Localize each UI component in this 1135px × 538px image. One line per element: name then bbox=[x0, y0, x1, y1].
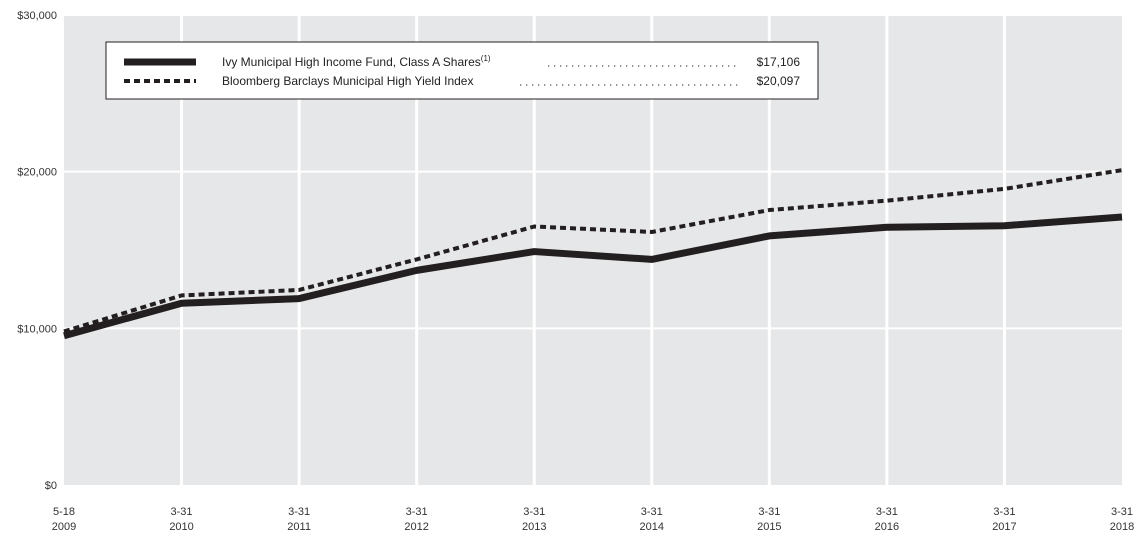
x-axis-ticks: 5-18 2009 3-31 2010 3-31 2011 3-31 2012 3-31 2013… bbox=[52, 506, 1134, 533]
legend: Ivy Municipal High Income Fund, Class A … bbox=[105, 41, 819, 100]
fund-series-line bbox=[63, 213, 1123, 340]
x-tick-year: 2015 bbox=[757, 521, 781, 533]
legend-box bbox=[105, 41, 819, 100]
x-tick-label: 3-31 2011 bbox=[287, 506, 311, 533]
x-tick-year: 2009 bbox=[52, 521, 76, 533]
legend-end-value: $20,097 bbox=[757, 74, 801, 88]
x-tick-date: 3-31 bbox=[876, 506, 898, 518]
x-tick-date: 3-31 bbox=[758, 506, 780, 518]
legend-series-name: Ivy Municipal High Income Fund, Class A … bbox=[222, 54, 491, 69]
x-tick-label: 5-18 2009 bbox=[52, 506, 76, 533]
x-tick-date: 3-31 bbox=[641, 506, 663, 518]
y-tick-label: $30,000 bbox=[17, 10, 57, 22]
index-series-line bbox=[63, 168, 1123, 334]
x-tick-label: 3-31 2016 bbox=[875, 506, 899, 533]
legend-footnote-marker: (1) bbox=[481, 54, 491, 63]
x-tick-label: 3-31 2010 bbox=[169, 506, 193, 533]
x-tick-year: 2012 bbox=[404, 521, 428, 533]
y-tick-label: $10,000 bbox=[17, 323, 57, 335]
x-tick-year: 2010 bbox=[169, 521, 193, 533]
x-tick-label: 3-31 2014 bbox=[640, 506, 664, 533]
x-tick-date: 3-31 bbox=[406, 506, 428, 518]
series-lines bbox=[63, 168, 1123, 340]
y-tick-label: $0 bbox=[45, 480, 57, 492]
x-tick-year: 2013 bbox=[522, 521, 546, 533]
y-tick-label: $20,000 bbox=[17, 167, 57, 179]
x-tick-date: 5-18 bbox=[53, 506, 75, 518]
x-tick-date: 3-31 bbox=[288, 506, 310, 518]
x-tick-label: 3-31 2015 bbox=[757, 506, 781, 533]
x-tick-year: 2017 bbox=[992, 521, 1016, 533]
x-tick-year: 2014 bbox=[640, 521, 664, 533]
x-tick-date: 3-31 bbox=[523, 506, 545, 518]
x-tick-label: 3-31 2012 bbox=[404, 506, 428, 533]
legend-series-name: Bloomberg Barclays Municipal High Yield … bbox=[222, 74, 473, 88]
x-tick-label: 3-31 2013 bbox=[522, 506, 546, 533]
x-tick-date: 3-31 bbox=[171, 506, 193, 518]
x-tick-label: 3-31 2018 bbox=[1110, 506, 1134, 533]
x-tick-label: 3-31 2017 bbox=[992, 506, 1016, 533]
x-tick-date: 3-31 bbox=[1111, 506, 1133, 518]
x-tick-year: 2011 bbox=[287, 521, 311, 533]
x-tick-year: 2018 bbox=[1110, 521, 1134, 533]
legend-end-value: $17,106 bbox=[757, 55, 801, 69]
x-tick-year: 2016 bbox=[875, 521, 899, 533]
y-axis-ticks: $0 $10,000 $20,000 $30,000 bbox=[17, 10, 57, 492]
x-tick-date: 3-31 bbox=[993, 506, 1015, 518]
